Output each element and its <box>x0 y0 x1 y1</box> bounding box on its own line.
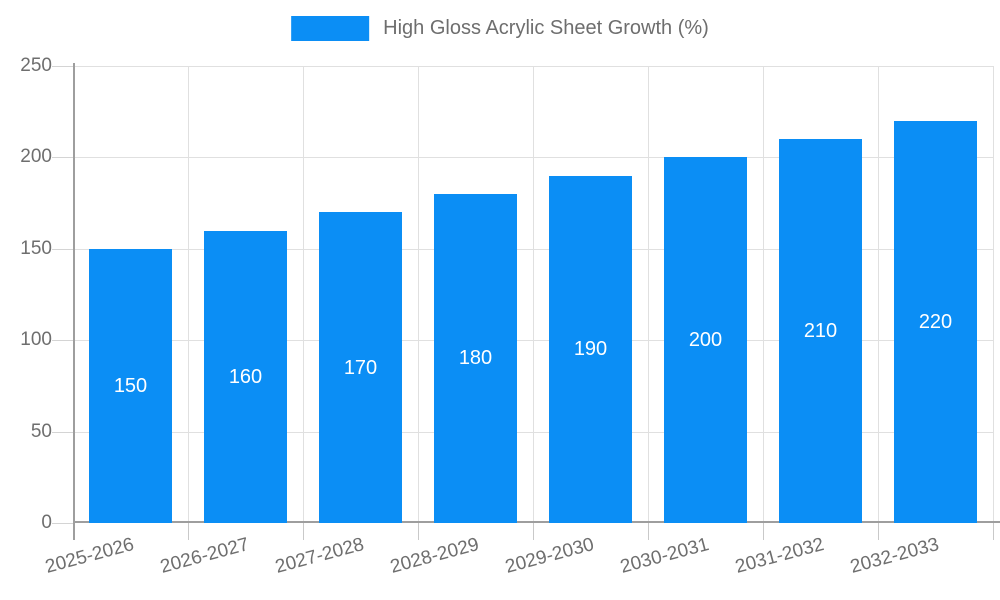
axis-tick-y-250 <box>52 66 73 67</box>
ytick-label-150: 150 <box>20 237 52 259</box>
bar-value-label: 180 <box>458 347 493 370</box>
legend-item[interactable]: High Gloss Acrylic Sheet Growth (%) <box>291 16 709 41</box>
xtick-label-2032-2033: 2032-2033 <box>847 534 941 578</box>
gridline-x-8 <box>993 66 994 523</box>
bar-2026-2027: 160 <box>204 230 287 523</box>
gridline-x-5 <box>648 66 649 523</box>
bar-value-label: 150 <box>113 374 148 397</box>
gridline-x-2 <box>303 66 304 523</box>
xtick-label-2031-2032: 2031-2032 <box>732 534 826 578</box>
xtick-label-2028-2029: 2028-2029 <box>387 534 481 578</box>
axis-tick-x-3 <box>418 523 419 540</box>
xtick-label-2026-2027: 2026-2027 <box>157 534 251 578</box>
bar-2025-2026: 150 <box>89 248 172 523</box>
ytick-label-0: 0 <box>41 512 52 533</box>
bar-2027-2028: 170 <box>319 212 402 523</box>
bar-value-label: 210 <box>803 320 838 343</box>
gridline-x-4 <box>533 66 534 523</box>
y-axis-line <box>73 63 75 540</box>
bar-value-label: 160 <box>228 365 263 388</box>
axis-tick-y-150 <box>52 248 73 250</box>
axis-tick-x-7 <box>878 523 879 540</box>
axis-tick-y-50 <box>52 431 73 433</box>
gridline-x-1 <box>188 66 189 523</box>
bar-2032-2033: 220 <box>894 120 977 523</box>
bar-value-label: 190 <box>573 338 608 361</box>
ytick-label-50: 50 <box>30 420 52 442</box>
axis-tick-x-6 <box>763 523 764 540</box>
bar-value-label: 200 <box>688 329 723 352</box>
axis-tick-y-100 <box>52 340 73 342</box>
bar-value-label: 170 <box>343 356 378 379</box>
xtick-label-2025-2026: 2025-2026 <box>42 534 136 578</box>
gridline-x-7 <box>878 66 879 523</box>
ytick-label-100: 100 <box>20 329 52 351</box>
axis-tick-y-0 <box>52 523 73 524</box>
plot-area: 150 160 170 180 190 200 210 220 <box>52 63 1000 540</box>
gridline-x-3 <box>418 66 419 523</box>
bar-2028-2029: 180 <box>434 193 517 523</box>
ytick-label-200: 200 <box>20 146 52 168</box>
x-axis-line <box>73 521 1000 523</box>
axis-tick-x-2 <box>303 523 304 540</box>
xtick-label-2029-2030: 2029-2030 <box>502 534 596 578</box>
axis-tick-x-4 <box>533 523 534 540</box>
ytick-label-250: 250 <box>20 55 52 76</box>
bar-value-label: 220 <box>918 310 953 333</box>
xtick-label-2027-2028: 2027-2028 <box>272 534 366 578</box>
axis-tick-y-200 <box>52 157 73 159</box>
axis-tick-x-1 <box>188 523 189 540</box>
legend-label: High Gloss Acrylic Sheet Growth (%) <box>383 17 709 39</box>
gridline-x-6 <box>763 66 764 523</box>
xtick-label-2030-2031: 2030-2031 <box>617 534 711 578</box>
bar-2031-2032: 210 <box>779 139 862 523</box>
axis-tick-x-8 <box>993 523 994 540</box>
bar-2030-2031: 200 <box>664 157 747 523</box>
legend-swatch <box>291 16 370 41</box>
axis-tick-x-5 <box>648 523 649 540</box>
bar-2029-2030: 190 <box>549 175 632 523</box>
